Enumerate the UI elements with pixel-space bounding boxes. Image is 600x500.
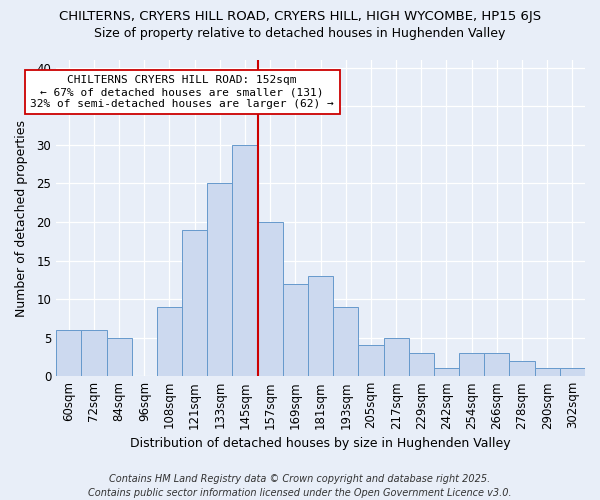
- Bar: [56, 330, 82, 376]
- Bar: [257, 222, 283, 376]
- Bar: [283, 284, 308, 376]
- Bar: [484, 353, 509, 376]
- Bar: [535, 368, 560, 376]
- Bar: [157, 307, 182, 376]
- Bar: [383, 338, 409, 376]
- Bar: [207, 184, 232, 376]
- Bar: [182, 230, 207, 376]
- Bar: [82, 330, 107, 376]
- Bar: [358, 346, 383, 376]
- Bar: [232, 145, 257, 376]
- Bar: [509, 361, 535, 376]
- Bar: [409, 353, 434, 376]
- Bar: [459, 353, 484, 376]
- Text: Contains HM Land Registry data © Crown copyright and database right 2025.
Contai: Contains HM Land Registry data © Crown c…: [88, 474, 512, 498]
- Bar: [560, 368, 585, 376]
- X-axis label: Distribution of detached houses by size in Hughenden Valley: Distribution of detached houses by size …: [130, 437, 511, 450]
- Text: CHILTERNS, CRYERS HILL ROAD, CRYERS HILL, HIGH WYCOMBE, HP15 6JS: CHILTERNS, CRYERS HILL ROAD, CRYERS HILL…: [59, 10, 541, 23]
- Bar: [434, 368, 459, 376]
- Bar: [308, 276, 333, 376]
- Bar: [333, 307, 358, 376]
- Bar: [107, 338, 132, 376]
- Y-axis label: Number of detached properties: Number of detached properties: [15, 120, 28, 316]
- Text: Size of property relative to detached houses in Hughenden Valley: Size of property relative to detached ho…: [94, 28, 506, 40]
- Text: CHILTERNS CRYERS HILL ROAD: 152sqm
← 67% of detached houses are smaller (131)
32: CHILTERNS CRYERS HILL ROAD: 152sqm ← 67%…: [30, 76, 334, 108]
